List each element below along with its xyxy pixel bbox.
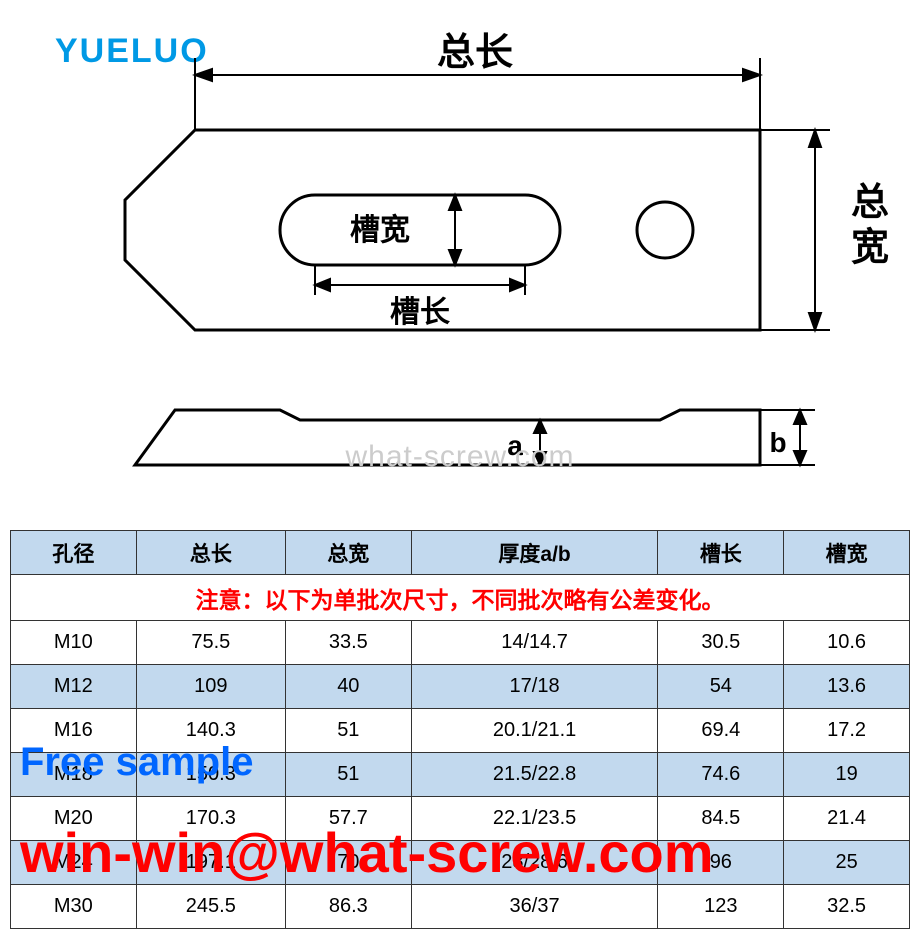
table-row: M1075.533.514/14.730.510.6	[11, 621, 910, 665]
table-row: M30245.586.336/3712332.5	[11, 885, 910, 929]
col-header: 总宽	[285, 531, 411, 575]
email-overlay: win-win@what-screw.com	[20, 820, 714, 885]
dim-total-width	[760, 130, 830, 330]
dim-b	[760, 410, 815, 465]
table-cell: M30	[11, 885, 137, 929]
col-header: 厚度a/b	[411, 531, 658, 575]
label-total-width-1: 总	[851, 182, 889, 224]
table-cell: 245.5	[136, 885, 285, 929]
table-cell: 109	[136, 665, 285, 709]
table-cell: 86.3	[285, 885, 411, 929]
table-cell: 32.5	[784, 885, 910, 929]
table-cell: 40	[285, 665, 411, 709]
technical-diagram: 总长 总 宽 槽宽 槽长 a	[0, 20, 920, 510]
col-header: 槽宽	[784, 531, 910, 575]
col-header: 总长	[136, 531, 285, 575]
table-cell: 33.5	[285, 621, 411, 665]
hole-shape	[637, 202, 693, 258]
table-header-row: 孔径 总长 总宽 厚度a/b 槽长 槽宽	[11, 531, 910, 575]
label-b: b	[769, 427, 786, 458]
dim-slot-length	[315, 265, 525, 295]
table-cell: 14/14.7	[411, 621, 658, 665]
watermark-text: what-screw.com	[345, 440, 574, 474]
table-cell: 30.5	[658, 621, 784, 665]
slot-shape	[280, 195, 560, 265]
table-cell: 10.6	[784, 621, 910, 665]
table-cell: 21.4	[784, 797, 910, 841]
table-cell: 51	[285, 753, 411, 797]
label-slot-length: 槽长	[390, 296, 450, 329]
table-note-row: 注意：以下为单批次尺寸，不同批次略有公差变化。	[11, 575, 910, 621]
table-cell: M10	[11, 621, 137, 665]
table-cell: 74.6	[658, 753, 784, 797]
table-cell: 25	[784, 841, 910, 885]
table-note: 注意：以下为单批次尺寸，不同批次略有公差变化。	[11, 575, 910, 621]
table-cell: 123	[658, 885, 784, 929]
label-total-width-2: 宽	[851, 226, 889, 269]
table-cell: 20.1/21.1	[411, 709, 658, 753]
table-cell: M12	[11, 665, 137, 709]
table-cell: 54	[658, 665, 784, 709]
table-cell: 21.5/22.8	[411, 753, 658, 797]
table-cell: 19	[784, 753, 910, 797]
label-slot-width: 槽宽	[350, 213, 410, 247]
table-cell: 69.4	[658, 709, 784, 753]
table-cell: 17/18	[411, 665, 658, 709]
dim-slot-width	[449, 195, 461, 265]
col-header: 槽长	[658, 531, 784, 575]
table-cell: 36/37	[411, 885, 658, 929]
col-header: 孔径	[11, 531, 137, 575]
label-total-length: 总长	[437, 32, 513, 74]
table-row: M121094017/185413.6	[11, 665, 910, 709]
table-cell: 51	[285, 709, 411, 753]
table-cell: 17.2	[784, 709, 910, 753]
table-cell: 75.5	[136, 621, 285, 665]
free-sample-overlay: Free sample	[20, 740, 253, 785]
table-cell: 13.6	[784, 665, 910, 709]
